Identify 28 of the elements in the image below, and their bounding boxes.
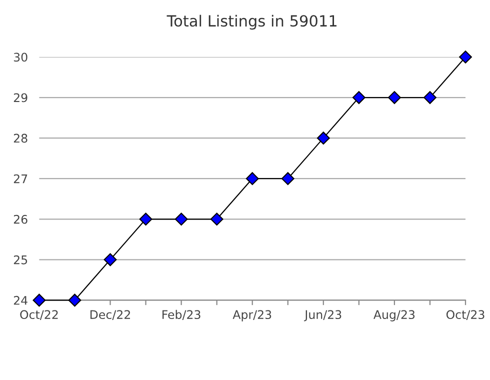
x-tick-label: Feb/23 (162, 310, 200, 320)
x-tick-label: Apr/23 (232, 310, 272, 322)
point (281, 172, 294, 186)
y-tick-label: 30 (14, 52, 28, 62)
point (210, 212, 224, 226)
y-tick-label: 24 (14, 296, 28, 305)
point (174, 212, 188, 226)
x-tick-label: Oct/22 (20, 310, 58, 320)
point (388, 91, 401, 104)
chart-title: Total Listings in 59011 (166, 14, 336, 30)
y-tick-label: 25 (14, 255, 28, 264)
point (139, 212, 152, 226)
y-tick-label: 28 (14, 134, 28, 143)
y-tick-label: 27 (14, 174, 28, 184)
point (246, 172, 259, 186)
point (352, 91, 366, 104)
x-tick-label: Dec/22 (90, 310, 130, 320)
point (32, 294, 46, 307)
point (316, 132, 330, 145)
x-tick-label: Aug/23 (374, 310, 415, 322)
x-tick-label: Jun/23 (304, 310, 342, 322)
point (104, 253, 117, 266)
point (68, 294, 82, 307)
y-tick-label: 26 (14, 214, 28, 224)
x-tick-label: Oct/23 (446, 310, 484, 320)
point (459, 50, 472, 64)
y-tick-label: 29 (14, 93, 28, 102)
point (424, 91, 436, 104)
